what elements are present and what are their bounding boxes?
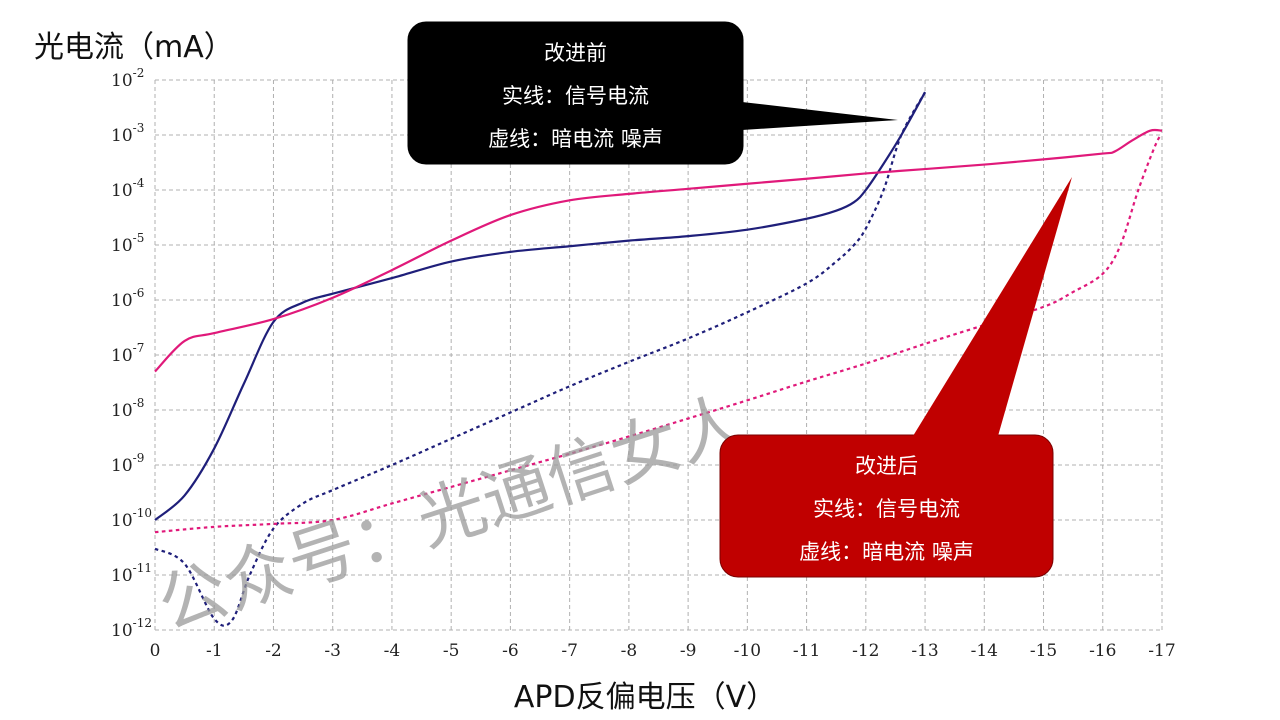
- x-tick-label: -7: [561, 641, 578, 661]
- x-tick-label: -12: [852, 641, 879, 661]
- y-tick-label: 10-6: [111, 286, 144, 311]
- y-tick-label: 10-10: [111, 506, 152, 531]
- callout-text-line: 改进后: [855, 454, 918, 478]
- x-tick-label: 0: [150, 641, 161, 661]
- series-lines: [154, 91, 1163, 627]
- callout-box: [719, 434, 1054, 578]
- series-line-2-dashed: [154, 91, 927, 627]
- callout-text-line: 虚线：暗电流 噪声: [799, 540, 974, 564]
- y-tick-label: 10-2: [111, 66, 144, 91]
- x-tick-label: -13: [911, 641, 938, 661]
- callout-box: [407, 21, 744, 165]
- callout-pointer: [913, 177, 1072, 436]
- watermark: 公众号：光通信女人: [149, 382, 755, 646]
- x-tick-label: -4: [384, 641, 401, 661]
- y-tick-label: 10-4: [111, 176, 145, 201]
- x-tick-label: -8: [621, 641, 638, 661]
- series-line-3-solid: [154, 128, 1163, 373]
- x-tick-label: -11: [793, 641, 820, 661]
- callout-text-line: 虚线：暗电流 噪声: [488, 127, 663, 151]
- y-tick-label: 10-8: [111, 396, 144, 421]
- callout-text-line: 实线：信号电流: [502, 84, 649, 108]
- x-tick-label: -6: [502, 641, 519, 661]
- x-tick-label: -14: [971, 641, 998, 661]
- y-tick-label: 10-9: [111, 451, 144, 476]
- y-tick-label: 10-7: [111, 341, 144, 366]
- x-tick-label: -16: [1089, 641, 1116, 661]
- series-line-1-solid: [154, 91, 927, 521]
- x-tick-label: -2: [265, 641, 282, 661]
- callout-text-line: 改进前: [544, 41, 607, 65]
- y-tick-label: 10-5: [111, 231, 144, 256]
- y-tick-label: 10-12: [111, 616, 152, 641]
- x-tick-label: -1: [206, 641, 223, 661]
- x-axis-title: APD反偏电压（V）: [513, 680, 777, 715]
- y-tick-label: 10-11: [111, 561, 152, 586]
- y-tick-label: 10-3: [111, 121, 144, 146]
- x-tick-label: -10: [734, 641, 761, 661]
- callout-text-line: 实线：信号电流: [813, 497, 960, 521]
- x-tick-label: -5: [443, 641, 460, 661]
- x-tick-label: -17: [1148, 641, 1175, 661]
- y-axis-title: 光电流（mA）: [34, 30, 234, 65]
- callout-pointer: [742, 102, 898, 130]
- x-tick-labels: 0 -1 -2 -3 -4 -5 -6 -7 -8 -9 -10 -11 -12 -13 -14 -15 -16…: [150, 641, 1176, 661]
- x-tick-label: -3: [324, 641, 341, 661]
- series-line-4-dashed: [154, 134, 1163, 534]
- x-tick-label: -9: [680, 641, 697, 661]
- y-tick-labels: 10-12 10-11 10-10 10-9 10-8 10-7 10-6 10-5 10-4 1…: [111, 66, 152, 641]
- x-tick-label: -15: [1030, 641, 1057, 661]
